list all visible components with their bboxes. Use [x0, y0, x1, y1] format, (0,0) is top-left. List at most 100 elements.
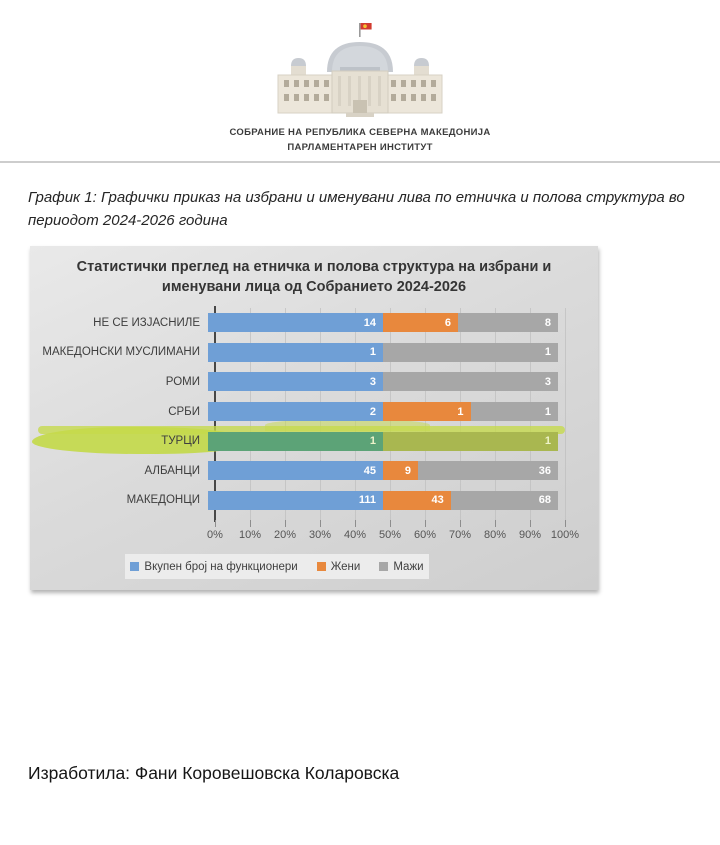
data-label: 14 — [363, 316, 376, 329]
category-label: НЕ СЕ ИЗЈАСНИЛЕ — [93, 316, 200, 329]
category-label: МАКЕДОНЦИ — [126, 494, 200, 507]
org-name-line2: ПАРЛАМЕНТАРЕН ИНСТИТУТ — [287, 142, 433, 153]
bar-segment: 36 — [418, 461, 558, 481]
bar-7: 111 43 68 — [208, 490, 558, 510]
data-label: 6 — [444, 316, 451, 329]
x-tick-label: 50% — [378, 529, 402, 541]
bar-segment: 1 — [470, 402, 558, 422]
left-turret — [291, 58, 306, 76]
tick-mark — [215, 520, 216, 527]
tick-mark — [460, 520, 461, 527]
bar-segment: 1 — [383, 402, 471, 422]
windows — [284, 80, 436, 101]
legend-item: Мажи — [379, 560, 424, 573]
category-label: АЛБАНЦИ — [144, 464, 200, 477]
bar-segment: 14 — [208, 313, 383, 333]
legend-label: Вкупен број на функционери — [144, 560, 298, 573]
bar-segment: 1 — [383, 431, 558, 451]
flag-pole — [359, 23, 361, 37]
data-label: 3 — [544, 375, 551, 388]
chart-title: Статистички преглед на етничка и полова … — [76, 259, 552, 296]
category-label: ТУРЦИ — [161, 435, 200, 448]
chart-row: ТУРЦИ 1 1 — [30, 419, 565, 456]
x-tick-label: 100% — [550, 529, 580, 541]
bar-segment: 68 — [450, 490, 558, 510]
data-label: 43 — [431, 494, 444, 507]
bar-4: 2 1 1 — [208, 402, 558, 422]
data-label: 1 — [544, 435, 551, 448]
data-label: 2 — [369, 405, 376, 418]
bar-1: 14 6 8 — [208, 313, 558, 333]
data-label: 3 — [369, 375, 376, 388]
x-tick-label: 70% — [448, 529, 472, 541]
bar-segment: 1 — [208, 431, 383, 451]
data-label: 68 — [538, 494, 551, 507]
tick-mark — [390, 520, 391, 527]
org-name-line1: СОБРАНИЕ НА РЕПУБЛИКА СЕВЕРНА МАКЕДОНИЈА — [229, 127, 491, 138]
data-label: 8 — [544, 316, 551, 329]
x-axis-ticks — [215, 520, 566, 527]
tick-mark — [530, 520, 531, 527]
gridline — [565, 308, 566, 520]
chart-row: СРБИ 2 1 1 — [30, 397, 565, 427]
bar-segment: 3 — [208, 372, 383, 392]
category-label: МАКЕДОНСКИ МУСЛИМАНИ — [42, 346, 200, 359]
data-label: 1 — [369, 435, 376, 448]
right-turret — [414, 58, 429, 76]
data-label: 1 — [457, 405, 464, 418]
x-tick-label: 30% — [308, 529, 332, 541]
x-tick-label: 0% — [207, 529, 223, 541]
category-label: РОМИ — [165, 375, 200, 388]
chart-legend: Вкупен број на функционери Жени Мажи — [125, 554, 429, 579]
bar-segment: 8 — [458, 313, 558, 333]
tick-mark — [320, 520, 321, 527]
data-label: 1 — [544, 405, 551, 418]
figure-caption: График 1: Графички приказ на избрани и и… — [28, 189, 685, 230]
bar-segment: 45 — [208, 461, 383, 481]
chart-rows: НЕ СЕ ИЗЈАСНИЛЕ 14 6 8 МАКЕДОНСКИ МУСЛИМАНИ 1… — [30, 308, 565, 515]
legend-item: Вкупен број на функционери — [130, 560, 298, 573]
data-label: 1 — [369, 346, 376, 359]
bar-segment: 2 — [208, 402, 383, 422]
chart-row: АЛБАНЦИ 45 9 36 — [30, 456, 565, 486]
bar-segment: 3 — [383, 372, 558, 392]
legend-swatch-icon — [379, 562, 389, 571]
chart-row: РОМИ 3 3 — [30, 367, 565, 397]
x-tick-label: 80% — [483, 529, 507, 541]
data-label: 45 — [363, 464, 376, 477]
tick-mark — [285, 520, 286, 527]
bar-segment: 6 — [383, 313, 458, 333]
x-tick-label: 90% — [518, 529, 542, 541]
chart-row: МАКЕДОНСКИ МУСЛИМАНИ 1 1 — [30, 338, 565, 368]
tick-mark — [495, 520, 496, 527]
tick-mark — [355, 520, 356, 527]
legend-swatch-icon — [130, 562, 140, 571]
tick-mark — [425, 520, 426, 527]
legend-swatch-icon — [316, 562, 326, 571]
bar-segment: 111 — [208, 490, 383, 510]
x-axis-labels: 0% 10% 20% 30% 40% 50% 60% 70% 80% 90% 100% — [207, 529, 579, 543]
parliament-building-logo — [277, 23, 443, 117]
tick-mark — [565, 520, 566, 527]
category-label: СРБИ — [168, 405, 200, 418]
bar-segment: 1 — [383, 342, 558, 362]
bar-segment: 43 — [383, 490, 451, 510]
bar-6: 45 9 36 — [208, 461, 558, 481]
header-divider — [0, 161, 720, 163]
stacked-bar-chart: Статистички преглед на етничка и полова … — [30, 246, 598, 590]
x-tick-label: 40% — [343, 529, 367, 541]
bar-segment: 9 — [383, 461, 418, 481]
highlighter-trail — [38, 426, 565, 435]
x-tick-label: 20% — [273, 529, 297, 541]
x-tick-label: 10% — [238, 529, 262, 541]
legend-item: Жени — [316, 561, 360, 573]
bar-segment: 1 — [208, 342, 383, 362]
x-tick-label: 60% — [413, 529, 437, 541]
chart-row: НЕ СЕ ИЗЈАСНИЛЕ 14 6 8 — [30, 308, 565, 338]
legend-label: Мажи — [393, 560, 424, 573]
tick-mark — [250, 520, 251, 527]
data-label: 36 — [538, 464, 551, 477]
